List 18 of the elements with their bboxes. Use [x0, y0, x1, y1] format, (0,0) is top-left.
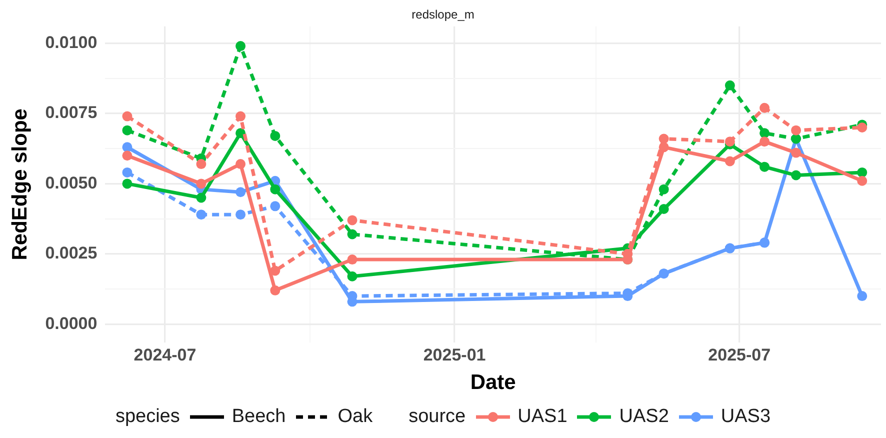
y-axis-title: RedEdge slope — [8, 108, 32, 260]
x-tick-label: 2024-07 — [134, 345, 196, 364]
legend-label: UAS2 — [619, 406, 669, 428]
legend-label: UAS1 — [518, 406, 568, 428]
x-tick-label: 2025-07 — [708, 345, 771, 364]
y-tick-label: 0.0050 — [45, 173, 98, 192]
y-tick-label: 0.0000 — [45, 314, 98, 333]
legend-label: UAS3 — [720, 406, 771, 428]
text: Oak — [338, 406, 373, 428]
x-axis-title: Date — [470, 371, 516, 394]
text: species — [115, 406, 180, 428]
chart-title: redslope_m — [412, 8, 474, 22]
legend-title: source — [408, 406, 466, 428]
x-tick-label: 2025-01 — [423, 345, 486, 364]
y-tick-label: 0.0100 — [45, 32, 98, 52]
y-tick-label: 0.0025 — [45, 244, 98, 263]
text: Beech — [232, 406, 286, 428]
y-tick-label: 0.0075 — [45, 103, 98, 122]
